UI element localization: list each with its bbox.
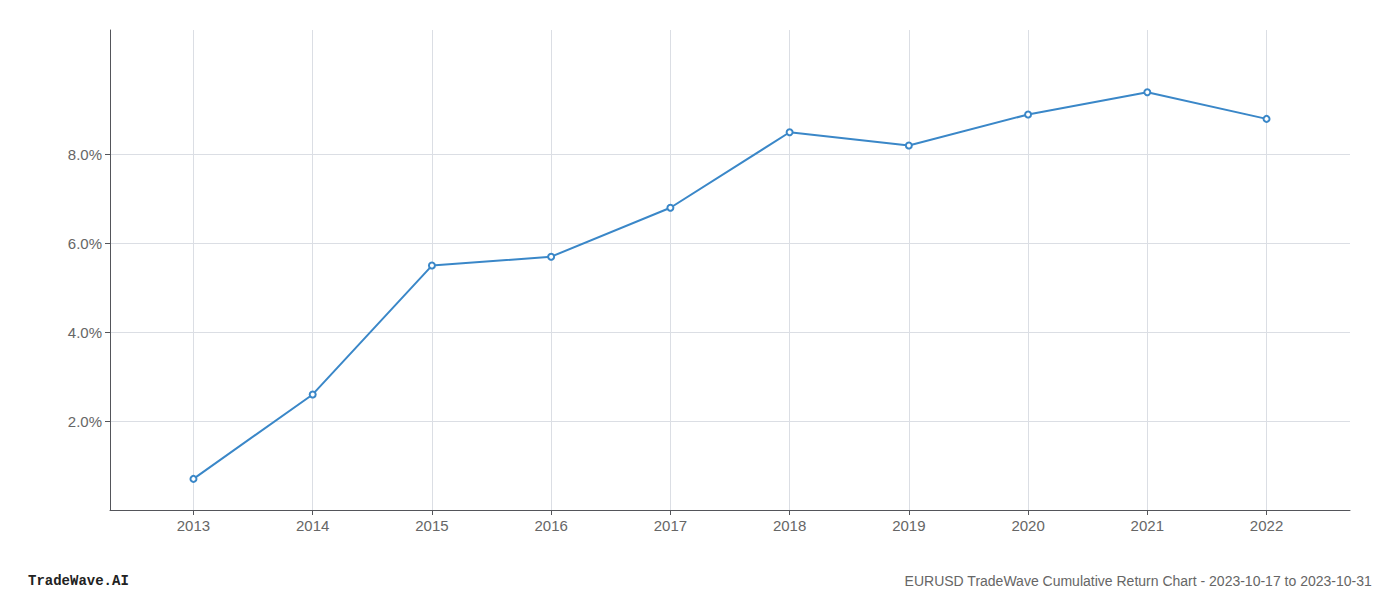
svg-text:TradeWave.AI: TradeWave.AI (28, 573, 129, 589)
svg-text:2017: 2017 (654, 517, 687, 534)
svg-text:2018: 2018 (773, 517, 806, 534)
svg-text:2022: 2022 (1250, 517, 1283, 534)
svg-text:4.0%: 4.0% (68, 324, 102, 341)
svg-text:2016: 2016 (534, 517, 567, 534)
svg-text:2019: 2019 (892, 517, 925, 534)
svg-text:2013: 2013 (177, 517, 210, 534)
svg-text:EURUSD TradeWave Cumulative Re: EURUSD TradeWave Cumulative Return Chart… (905, 573, 1372, 589)
svg-text:2020: 2020 (1011, 517, 1044, 534)
svg-text:6.0%: 6.0% (68, 235, 102, 252)
svg-text:8.0%: 8.0% (68, 146, 102, 163)
svg-text:2015: 2015 (415, 517, 448, 534)
svg-text:2.0%: 2.0% (68, 413, 102, 430)
svg-text:2014: 2014 (296, 517, 329, 534)
svg-text:2021: 2021 (1131, 517, 1164, 534)
